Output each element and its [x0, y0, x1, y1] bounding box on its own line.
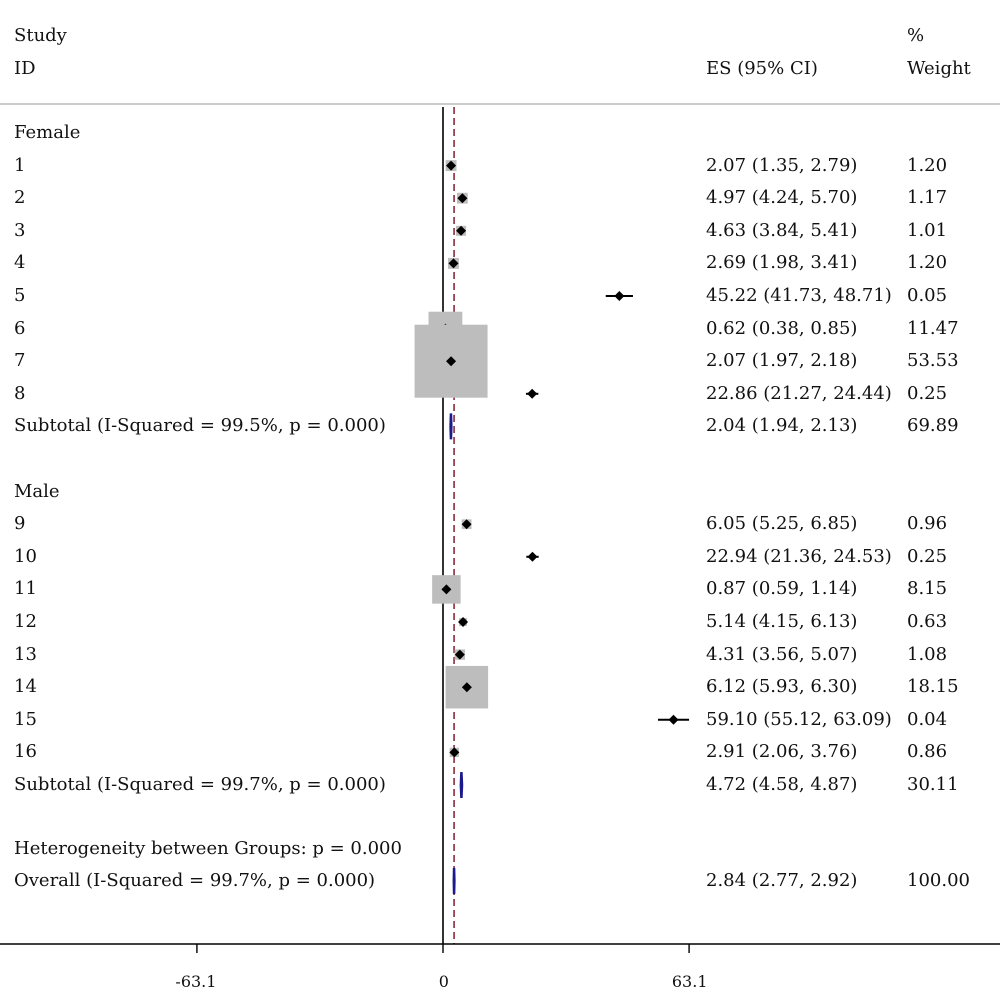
effect-size-ci: 2.07 (1.35, 2.79): [706, 154, 858, 176]
overall-effect-size-ci: 2.84 (2.77, 2.92): [706, 870, 858, 891]
point-estimate: [446, 160, 457, 171]
point-estimate: [457, 193, 468, 204]
study-id: 13: [14, 643, 37, 665]
heterogeneity-label: Heterogeneity between Groups: p = 0.000: [14, 838, 402, 859]
effect-size-ci: 5.14 (4.15, 6.13): [706, 611, 858, 632]
effect-size-ci: 2.91 (2.06, 3.76): [706, 741, 858, 763]
effect-size-ci: 4.31 (3.56, 5.07): [706, 643, 858, 665]
id-header: ID: [14, 58, 36, 79]
study-id: 7: [14, 350, 26, 372]
x-tick-label: -63.1: [175, 972, 217, 991]
study-id: 2: [14, 187, 26, 209]
point-estimate: [454, 649, 465, 660]
study-weight: 8.15: [907, 578, 948, 600]
point-estimate: [461, 519, 472, 530]
study-weight: 53.53: [907, 350, 959, 372]
study-id: 4: [14, 252, 26, 274]
point-estimate: [527, 388, 538, 399]
study-weight: 0.25: [907, 545, 948, 567]
effect-size-ci: 45.22 (41.73, 48.71): [706, 285, 892, 306]
study-id: 9: [14, 513, 26, 535]
study-weight: 1.01: [907, 219, 948, 241]
study-id: 5: [14, 285, 26, 306]
study-id: 8: [14, 382, 26, 404]
effect-size-ci: 2.07 (1.97, 2.18): [706, 350, 858, 372]
point-estimate: [461, 682, 472, 693]
study-weight: 0.96: [907, 513, 948, 535]
x-tick-label: 63.1: [671, 972, 708, 991]
study-weight: 1.20: [907, 252, 948, 274]
point-estimate: [448, 258, 459, 269]
study-id: 14: [14, 676, 37, 698]
study-id: 1: [14, 154, 26, 176]
point-estimate: [441, 584, 452, 595]
subtotal-effect-size-ci: 2.04 (1.94, 2.13): [706, 415, 858, 437]
study-weight: 0.63: [907, 611, 948, 632]
subtotal-diamond: [459, 771, 464, 799]
subtotal-label: Subtotal (I-Squared = 99.7%, p = 0.000): [14, 774, 386, 795]
point-estimate: [449, 747, 460, 758]
subtotal-weight: 69.89: [907, 415, 959, 437]
point-estimate: [456, 225, 467, 236]
effect-size-ci: 22.94 (21.36, 24.53): [706, 545, 892, 567]
study-weight: 11.47: [907, 317, 959, 339]
study-weight: 0.04: [907, 708, 948, 730]
overall-label: Overall (I-Squared = 99.7%, p = 0.000): [14, 870, 376, 891]
study-weight: 1.17: [907, 187, 948, 209]
study-weight: 18.15: [907, 676, 959, 698]
study-header: Study: [14, 25, 67, 46]
subtotal-label: Subtotal (I-Squared = 99.5%, p = 0.000): [14, 415, 386, 437]
weight-header: Weight: [907, 58, 971, 79]
point-estimate: [458, 617, 469, 627]
group-label: Male: [14, 480, 60, 502]
study-weight: 0.05: [907, 285, 948, 306]
study-weight: 1.08: [907, 643, 948, 665]
study-id: 11: [14, 578, 37, 600]
study-weight: 0.25: [907, 382, 948, 404]
study-id: 6: [14, 317, 26, 339]
es-ci-header: ES (95% CI): [706, 58, 818, 79]
study-weight: 1.20: [907, 154, 948, 176]
point-estimate: [446, 356, 457, 367]
study-weight: 0.86: [907, 741, 948, 763]
point-estimate: [614, 291, 625, 301]
point-estimate: [527, 551, 538, 562]
effect-size-ci: 22.86 (21.27, 24.44): [706, 382, 892, 404]
effect-size-ci: 0.62 (0.38, 0.85): [706, 317, 858, 339]
effect-size-ci: 4.63 (3.84, 5.41): [706, 219, 858, 241]
x-tick-label: 0: [438, 972, 449, 991]
effect-size-ci: 2.69 (1.98, 3.41): [706, 252, 858, 274]
subtotal-weight: 30.11: [907, 774, 959, 795]
effect-size-ci: 4.97 (4.24, 5.70): [706, 187, 858, 209]
effect-size-ci: 6.05 (5.25, 6.85): [706, 513, 858, 535]
study-id: 12: [14, 611, 37, 632]
study-id: 3: [14, 219, 26, 241]
study-id: 10: [14, 545, 37, 567]
overall-diamond: [452, 867, 456, 895]
effect-size-ci: 6.12 (5.93, 6.30): [706, 676, 858, 698]
point-estimate: [668, 714, 679, 725]
group-label: Female: [14, 122, 81, 143]
subtotal-effect-size-ci: 4.72 (4.58, 4.87): [706, 774, 858, 795]
study-id: 15: [14, 708, 37, 730]
effect-size-ci: 59.10 (55.12, 63.09): [706, 708, 892, 730]
percent-header: %: [907, 25, 925, 46]
overall-weight: 100.00: [907, 870, 970, 891]
study-id: 16: [14, 741, 37, 763]
subtotal-diamond: [449, 413, 453, 440]
effect-size-ci: 0.87 (0.59, 1.14): [706, 578, 858, 600]
